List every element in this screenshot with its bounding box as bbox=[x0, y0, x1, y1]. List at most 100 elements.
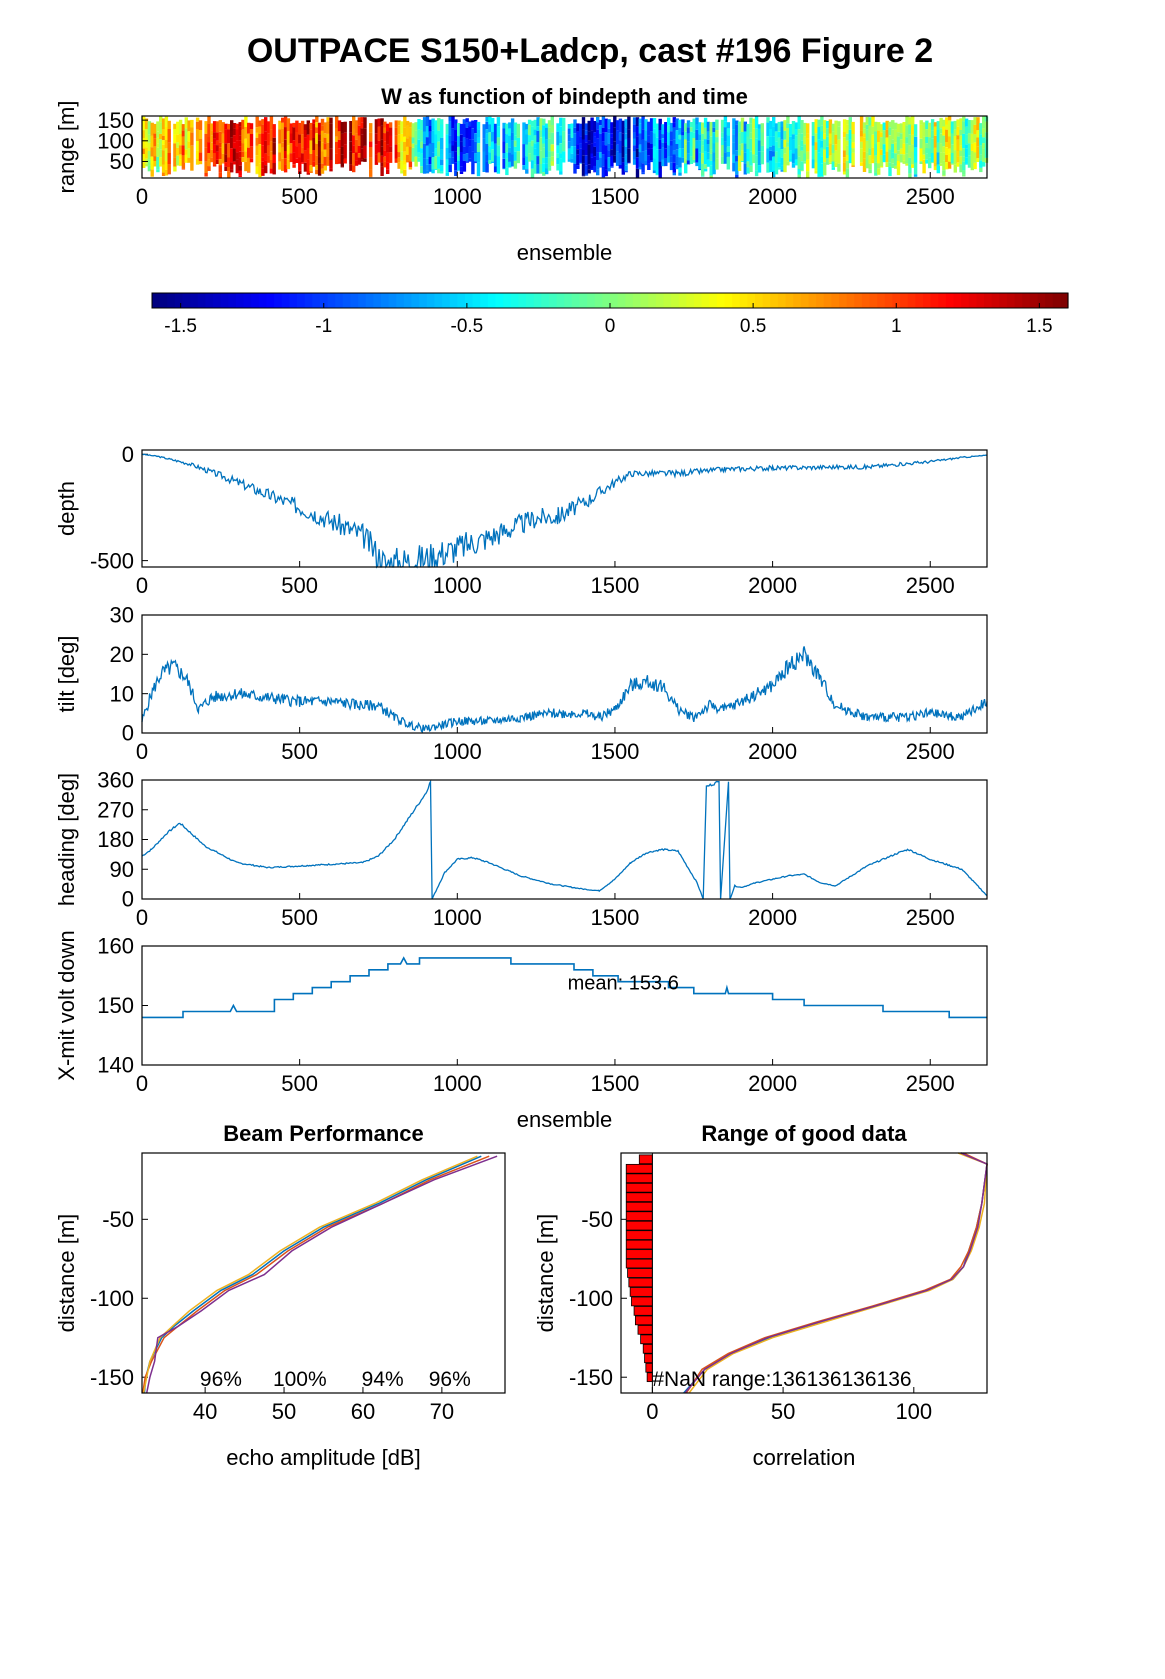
heatmap-cell bbox=[672, 117, 676, 123]
heatmap-cell bbox=[723, 116, 728, 122]
heatmap-cell bbox=[360, 159, 364, 162]
heatmap-cell bbox=[474, 141, 478, 154]
heatmap-cell bbox=[942, 135, 946, 147]
heatmap-cell bbox=[834, 150, 838, 163]
heatmap-cell bbox=[590, 157, 594, 169]
heatmap-cell bbox=[834, 162, 838, 167]
heatmap-cell bbox=[925, 137, 929, 144]
heatmap-cell bbox=[405, 125, 410, 139]
heatmap-cell bbox=[797, 169, 801, 175]
heatmap-cell bbox=[309, 153, 313, 166]
heatmap-cell bbox=[215, 132, 220, 141]
heatmap-cell bbox=[621, 157, 625, 163]
axes-box bbox=[141, 614, 988, 734]
heatmap-cell bbox=[635, 168, 640, 178]
x-tick-label: 500 bbox=[281, 573, 318, 598]
heatmap-cell bbox=[950, 163, 955, 165]
heatmap-cell bbox=[573, 133, 577, 147]
heatmap-cell bbox=[652, 170, 657, 174]
heatmap-cell bbox=[678, 127, 682, 135]
heatmap-cell bbox=[434, 120, 438, 135]
heatmap-cell bbox=[513, 151, 518, 161]
heatmap-cell bbox=[556, 153, 560, 158]
heatmap-cell bbox=[962, 170, 966, 175]
heatmap-cell bbox=[754, 163, 759, 171]
heatmap-cell bbox=[357, 135, 362, 146]
x-tick-label: 2000 bbox=[748, 1071, 797, 1096]
heatmap-cell bbox=[167, 142, 171, 154]
heatmap-cell bbox=[352, 165, 356, 173]
heatmap-cell bbox=[964, 144, 969, 149]
heatmap-cell bbox=[173, 129, 177, 135]
heatmap-cell bbox=[377, 152, 381, 163]
colorbar-cell bbox=[640, 293, 649, 308]
heatmap-cell bbox=[360, 128, 364, 135]
heatmap-cell bbox=[559, 135, 563, 144]
heatmap-cell bbox=[908, 117, 912, 125]
y-tick-label: -150 bbox=[90, 1365, 134, 1390]
colorbar-cell bbox=[335, 293, 344, 308]
heatmap-cell bbox=[295, 146, 299, 159]
colorbar-cell bbox=[785, 293, 794, 308]
y-tick-label: 90 bbox=[110, 857, 134, 882]
colorbar-cell bbox=[258, 293, 268, 308]
heatmap-cell bbox=[791, 134, 796, 140]
heatmap-cell bbox=[329, 160, 333, 169]
heatmap-cell bbox=[766, 122, 770, 137]
heatmap-cell bbox=[403, 116, 407, 128]
x-tick-label: 1500 bbox=[590, 739, 639, 764]
heatmap-cell bbox=[632, 159, 637, 165]
heatmap-cell bbox=[803, 136, 807, 145]
heatmap-cell bbox=[400, 170, 404, 174]
heatmap-cell bbox=[581, 175, 586, 177]
heatmap-cell bbox=[184, 154, 188, 163]
heatmap-cell bbox=[573, 127, 577, 134]
colorbar-cell bbox=[854, 293, 863, 308]
heatmap-cell bbox=[573, 146, 577, 156]
colorbar-cell bbox=[625, 293, 634, 308]
heatmap-cell bbox=[232, 123, 237, 129]
heatmap-cell bbox=[877, 142, 881, 152]
heatmap-cell bbox=[925, 143, 929, 148]
heatmap-cell bbox=[354, 120, 359, 134]
heatmap-cell bbox=[735, 150, 739, 156]
heatmap-cell bbox=[681, 157, 685, 163]
heatmap-cell bbox=[828, 133, 833, 144]
heatmap-cell bbox=[397, 162, 401, 169]
x-tick-label: 2500 bbox=[906, 573, 955, 598]
heatmap-cell bbox=[930, 138, 935, 153]
x-tick-label: 2000 bbox=[748, 573, 797, 598]
heatmap-cell bbox=[312, 123, 316, 138]
heatmap-cell bbox=[437, 151, 441, 157]
x-tick-label: 2000 bbox=[748, 739, 797, 764]
heatmap-cell bbox=[894, 153, 898, 166]
y-tick-label: -100 bbox=[569, 1286, 613, 1311]
colorbar-cell bbox=[701, 293, 710, 308]
heatmap-cell bbox=[210, 130, 214, 136]
heatmap-cell bbox=[335, 116, 339, 129]
heatmap-cell bbox=[862, 137, 867, 152]
heatmap-cell bbox=[598, 119, 603, 126]
y-tick-label: -50 bbox=[581, 1207, 613, 1232]
heatmap-cell bbox=[476, 121, 481, 130]
heatmap-cell bbox=[877, 151, 881, 164]
heatmap-cell bbox=[922, 136, 926, 150]
heatmap-cell bbox=[244, 116, 248, 127]
heatmap-cell bbox=[289, 143, 293, 154]
heatmap-cell bbox=[420, 130, 424, 142]
heatmap-cell bbox=[309, 122, 313, 130]
heatmap-cell bbox=[638, 166, 642, 170]
heatmap-cell bbox=[502, 128, 506, 141]
heatmap-cell bbox=[584, 142, 589, 156]
heatmap-cell bbox=[269, 151, 274, 160]
colorbar-cell bbox=[388, 293, 397, 308]
heatmap-cell bbox=[823, 133, 827, 140]
heatmap-cell bbox=[428, 119, 432, 126]
heatmap-cell bbox=[709, 160, 713, 166]
panel-title: W as function of bindepth and time bbox=[381, 84, 748, 109]
heatmap-cell bbox=[266, 121, 271, 134]
heatmap-cell bbox=[547, 138, 552, 152]
heatmap-cell bbox=[167, 173, 171, 175]
heatmap-cell bbox=[831, 123, 835, 132]
heatmap-cell bbox=[408, 122, 413, 128]
